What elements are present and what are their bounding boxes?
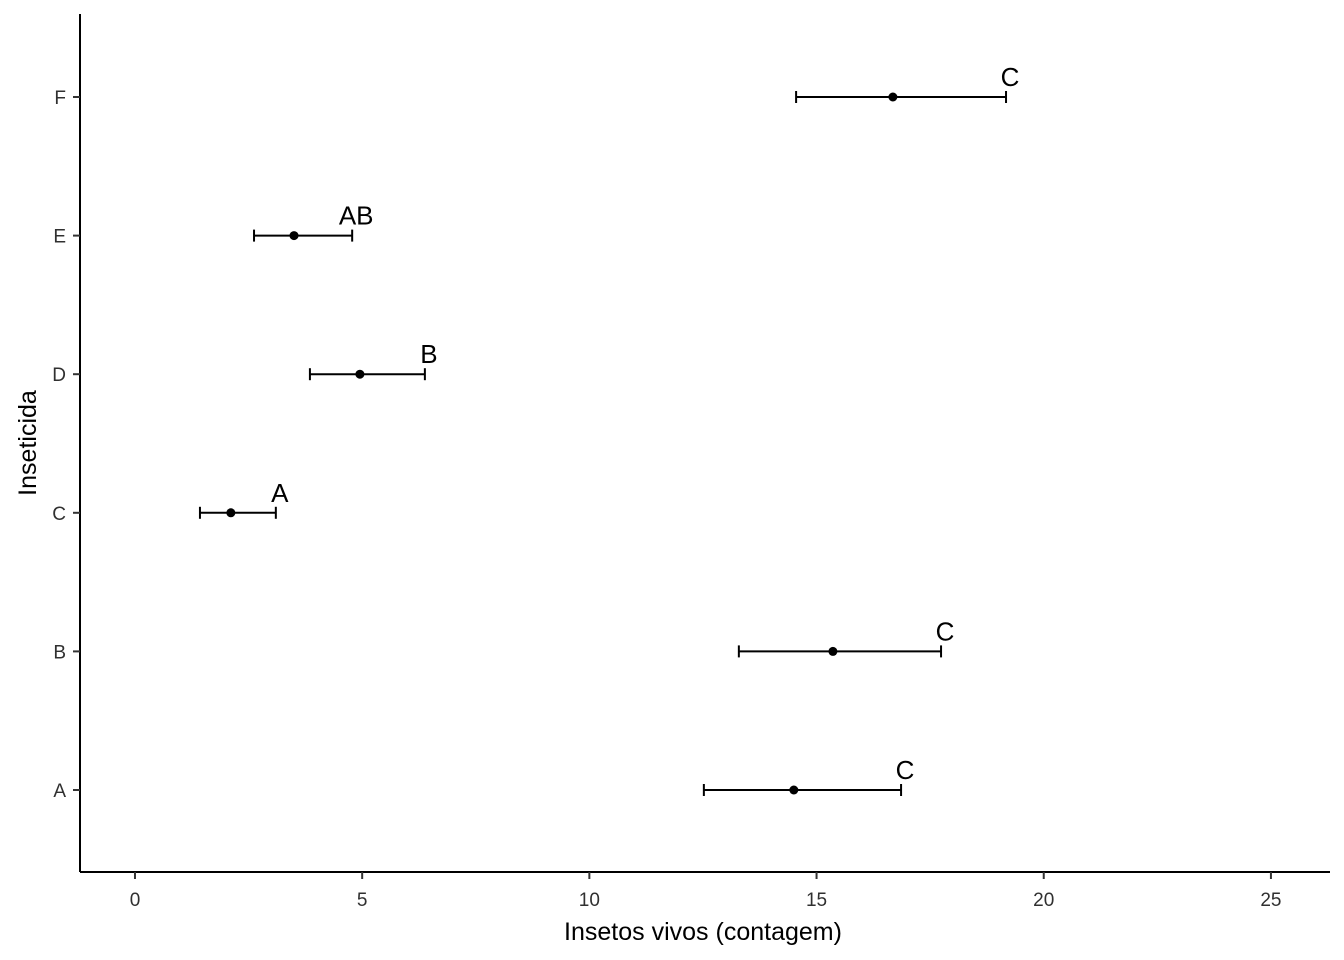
x-tick-label: 20 <box>1033 890 1054 911</box>
mean-point <box>888 92 898 102</box>
x-tick-label: 5 <box>357 890 368 911</box>
mean-point <box>226 508 236 518</box>
x-axis-title: Insetos vivos (contagem) <box>564 918 842 946</box>
y-tick-label: A <box>53 781 66 802</box>
y-tick-label: D <box>52 365 66 386</box>
group-letter: B <box>420 339 437 369</box>
y-tick-label: F <box>54 88 66 109</box>
group-letter: C <box>1001 62 1020 92</box>
mean-point <box>289 231 299 241</box>
x-tick-label: 0 <box>130 890 141 911</box>
group-letter: C <box>936 616 955 646</box>
y-tick-label: C <box>52 504 66 525</box>
y-tick-label: B <box>53 642 66 663</box>
group-letter: AB <box>339 201 374 231</box>
y-tick-label: E <box>53 227 66 248</box>
mean-point <box>355 369 365 379</box>
mean-point <box>789 785 799 795</box>
mean-point <box>828 646 838 656</box>
y-axis-title: Inseticida <box>14 390 42 496</box>
x-tick-label: 10 <box>579 890 600 911</box>
group-letter: A <box>271 478 289 508</box>
x-tick-label: 15 <box>806 890 827 911</box>
group-letter: C <box>896 755 915 785</box>
x-tick-label: 25 <box>1260 890 1281 911</box>
